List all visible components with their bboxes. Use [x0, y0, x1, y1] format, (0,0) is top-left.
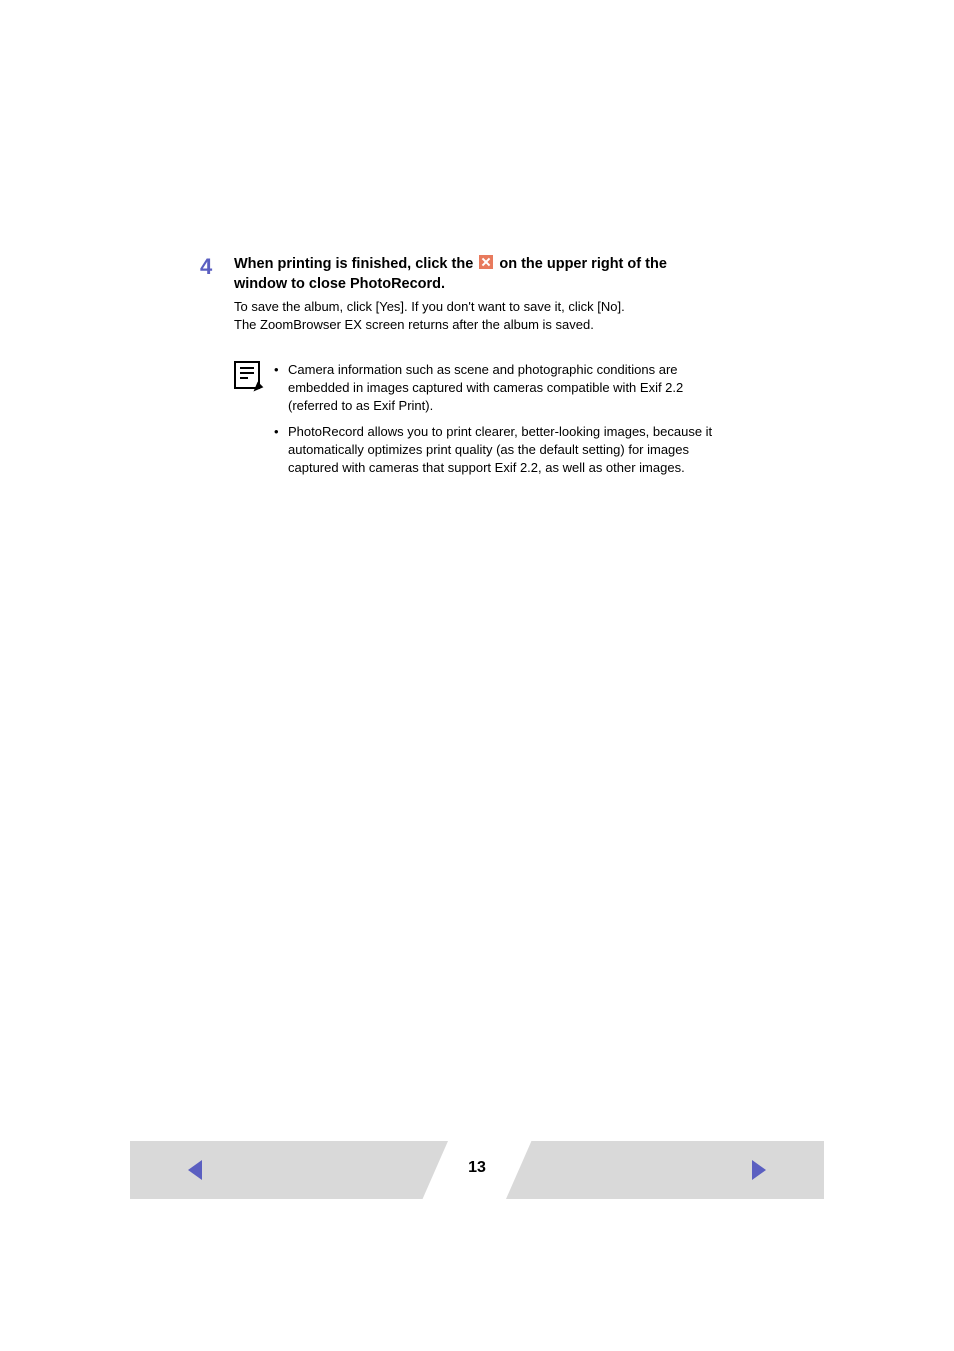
chevron-left-icon — [186, 1158, 206, 1182]
footer-slab-right — [506, 1141, 824, 1199]
step-heading: When printing is finished, click the on … — [234, 254, 720, 294]
chevron-right-icon — [748, 1158, 768, 1182]
step-body: When printing is finished, click the on … — [234, 254, 720, 335]
step-desc-line1: To save the album, click [Yes]. If you d… — [234, 298, 720, 316]
step-heading-before: When printing is finished, click the — [234, 256, 477, 272]
page-content: 4 When printing is finished, click the o… — [200, 254, 720, 486]
note-item: Camera information such as scene and pho… — [274, 361, 720, 416]
prev-page-button[interactable] — [186, 1158, 206, 1182]
page-number: 13 — [468, 1159, 486, 1177]
close-icon — [478, 254, 494, 270]
note-icon — [234, 361, 260, 389]
note-block: Camera information such as scene and pho… — [234, 361, 720, 486]
step-description: To save the album, click [Yes]. If you d… — [234, 298, 720, 334]
note-item: PhotoRecord allows you to print clearer,… — [274, 423, 720, 478]
step-desc-line2: The ZoomBrowser EX screen returns after … — [234, 316, 720, 334]
page-footer-nav: 13 — [130, 1141, 824, 1199]
note-bullets: Camera information such as scene and pho… — [274, 361, 720, 486]
footer-slab-left — [130, 1141, 448, 1199]
step-number: 4 — [200, 254, 234, 280]
step-row: 4 When printing is finished, click the o… — [200, 254, 720, 335]
next-page-button[interactable] — [748, 1158, 768, 1182]
note-icon-holder — [234, 361, 274, 389]
